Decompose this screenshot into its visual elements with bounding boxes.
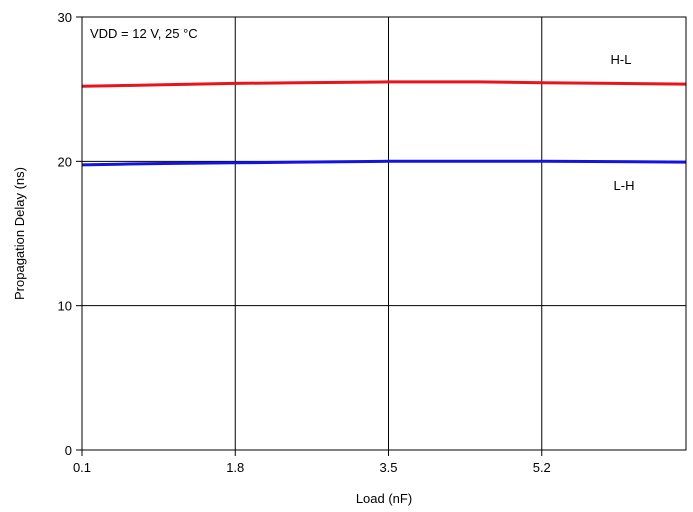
x-tick-label: 1.8 — [226, 460, 244, 475]
series-line-h-l — [81, 80, 687, 88]
x-tick-label: 5.2 — [533, 460, 551, 475]
series-line-l-h — [81, 159, 687, 167]
plot-frame — [81, 16, 687, 451]
x-tick-label: 0.1 — [73, 460, 91, 475]
y-tick-label: 30 — [58, 10, 72, 25]
x-tick-label: 3.5 — [379, 460, 397, 475]
series-labels: H-L L-H — [611, 52, 635, 193]
ticks: 0.1 1.8 3.5 5.2 0 10 20 30 — [58, 10, 551, 475]
series-label-h-l: H-L — [611, 52, 632, 67]
y-axis-label: Propagation Delay (ns) — [12, 167, 27, 300]
series-label-l-h: L-H — [614, 178, 635, 193]
y-tick-label: 0 — [65, 443, 72, 458]
y-tick-label: 10 — [58, 299, 72, 314]
x-axis-label: Load (nF) — [356, 491, 412, 506]
y-tick-label: 20 — [58, 154, 72, 169]
chart-annotation: VDD = 12 V, 25 °C — [90, 26, 198, 41]
series-layer — [81, 80, 687, 167]
